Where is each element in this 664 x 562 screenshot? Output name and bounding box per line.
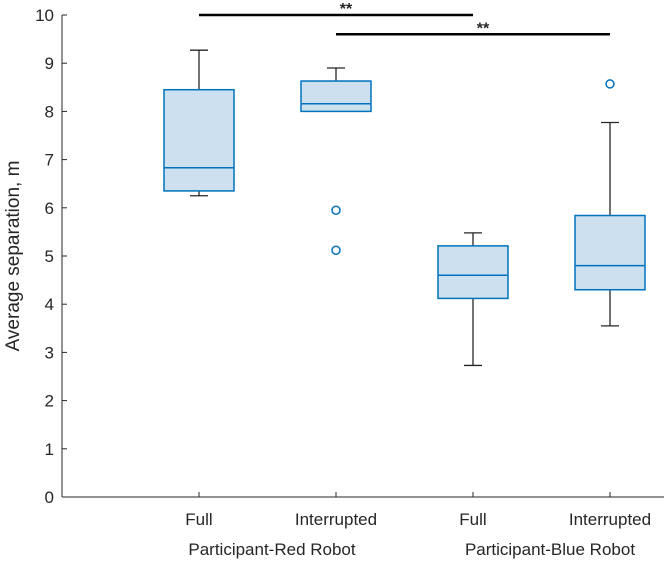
y-axis-label: Average separation, m — [3, 161, 24, 352]
x-tick-label: Interrupted — [295, 510, 377, 529]
box — [300, 80, 372, 113]
y-tick-label: 1 — [45, 440, 54, 459]
box — [163, 88, 235, 192]
x-tick-label: Full — [459, 510, 486, 529]
axis-labels: 0 1 2 3 4 5 6 7 8 9 10 Full Interrupted Full Interrupt… — [3, 1, 651, 559]
group-label: Participant-Red Robot — [188, 540, 356, 559]
y-tick-label: 8 — [45, 102, 54, 121]
outlier-point — [331, 245, 341, 255]
x-tick-label: Full — [185, 510, 212, 529]
y-tick-label: 10 — [35, 6, 54, 25]
y-tick-label: 5 — [45, 247, 54, 266]
group-label: Participant-Blue Robot — [465, 540, 635, 559]
y-tick-label: 2 — [45, 392, 54, 411]
box-marks — [163, 13, 646, 367]
x-tick-label: Interrupted — [569, 510, 651, 529]
y-tick-label: 0 — [45, 488, 54, 507]
outlier-point — [331, 205, 341, 215]
box — [437, 245, 509, 300]
y-tick-label: 3 — [45, 343, 54, 362]
box — [574, 214, 646, 291]
axes — [61, 14, 664, 498]
y-tick-label: 9 — [45, 54, 54, 73]
y-tick-label: 6 — [45, 199, 54, 218]
y-tick-label: 7 — [45, 151, 54, 170]
significance-label: ** — [340, 1, 353, 18]
outlier-point — [605, 79, 615, 89]
y-tick-label: 4 — [45, 295, 54, 314]
significance-label: ** — [477, 20, 490, 37]
